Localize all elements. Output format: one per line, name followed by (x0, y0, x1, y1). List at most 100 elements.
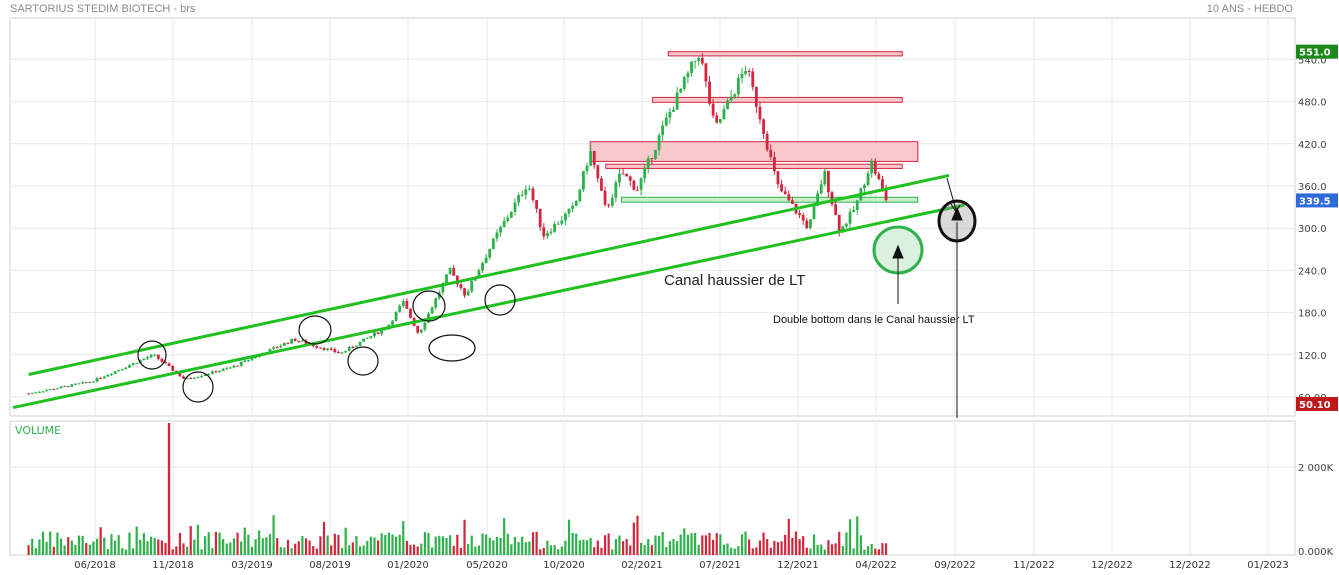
candle-body (394, 311, 398, 321)
candle-body (819, 184, 823, 194)
volume-bar (567, 519, 571, 555)
volume-bar (59, 538, 63, 555)
touch-point-circle (347, 346, 379, 376)
volume-bar (412, 544, 416, 555)
candle-body (286, 342, 290, 344)
x-axis-tick: 05/2020 (466, 560, 508, 571)
candle-body (149, 354, 153, 358)
volume-bar (852, 548, 855, 555)
candle-body (650, 158, 654, 160)
volume-bar (124, 549, 127, 555)
volume-bar (362, 545, 365, 555)
candle-body (117, 370, 121, 372)
volume-bar (49, 531, 52, 555)
candle-body (41, 391, 45, 393)
candle-body (455, 275, 459, 285)
candle-body (88, 381, 92, 383)
candle-body (787, 194, 791, 201)
candle-body (243, 360, 247, 362)
volume-bar (762, 532, 765, 555)
volume-bar (679, 534, 682, 555)
volume-bar (726, 543, 729, 555)
candle-body (809, 219, 812, 229)
candle-body (481, 263, 484, 271)
candle-body (780, 184, 783, 192)
volume-bar (737, 546, 740, 555)
volume-bar (294, 543, 297, 555)
volume-bar (423, 532, 427, 555)
candle-body (574, 201, 578, 206)
volume-bar (373, 537, 376, 555)
candle-body (423, 322, 427, 330)
volume-bar (812, 534, 816, 555)
volume-bar (499, 537, 502, 555)
x-axis-tick: 08/2019 (309, 560, 351, 571)
resistance-zone (652, 96, 903, 103)
candle-body (282, 342, 286, 346)
volume-bar (250, 546, 254, 555)
candle-body (405, 301, 409, 309)
volume-bar (268, 534, 272, 555)
candle-body (430, 307, 434, 314)
volume-bar (823, 549, 826, 555)
candle-body (290, 338, 294, 344)
volume-bar (661, 532, 664, 555)
volume-bar (769, 547, 772, 555)
price-axis-tick: 360.0 (1298, 182, 1327, 193)
volume-bar (106, 549, 109, 555)
candle-body (401, 301, 405, 306)
x-axis-tick: 01/2023 (1247, 560, 1289, 571)
volume-bar (34, 548, 37, 555)
candle-body (643, 167, 647, 179)
volume-bar (445, 537, 448, 555)
candle-body (805, 220, 809, 229)
volume-bar (182, 543, 185, 555)
candle-body (704, 63, 708, 82)
low-price-tag-bg (1296, 396, 1338, 411)
volume-bar (157, 539, 160, 555)
candle-body (484, 257, 488, 264)
volume-bar (650, 545, 653, 555)
support-zone (620, 196, 919, 203)
volume-bar (92, 541, 95, 555)
volume-bar (99, 527, 102, 555)
volume-bar (304, 538, 308, 555)
volume-bar (196, 524, 200, 555)
candle-body (520, 194, 524, 196)
volume-bar (694, 532, 697, 555)
volume-bar (657, 535, 661, 555)
volume-bar (639, 542, 643, 555)
candle-body (214, 371, 218, 373)
candle-body (376, 332, 380, 334)
candle-body (600, 178, 603, 191)
x-axis-tick: 12/2021 (777, 560, 819, 571)
candle-body (509, 211, 513, 218)
volume-bar (330, 545, 333, 555)
candle-body (56, 388, 59, 390)
volume-bar (27, 545, 30, 555)
volume-bar (654, 535, 657, 555)
touch-point-circle (137, 340, 167, 370)
volume-bar (506, 533, 509, 555)
volume-bar (697, 544, 700, 555)
candle-body (355, 345, 358, 348)
candle-body (437, 292, 441, 299)
candle-body (564, 213, 567, 221)
candle-body (445, 274, 448, 284)
candle-body (567, 208, 571, 214)
volume-spike-bar (167, 423, 171, 555)
volume-bar (204, 536, 207, 555)
candle-body (113, 371, 117, 374)
volume-bar (722, 544, 726, 555)
touch-point-circle (484, 284, 516, 316)
volume-bar (564, 540, 567, 555)
volume-bar (863, 549, 866, 555)
high-price-tag-bg (1296, 44, 1338, 59)
volume-bar (485, 534, 488, 555)
volume-bar (816, 544, 819, 555)
price-zones (589, 51, 919, 203)
volume-bar (603, 535, 607, 555)
price-axis-tick: 300.0 (1298, 224, 1327, 235)
candle-body (535, 200, 538, 209)
volume-bar (265, 537, 268, 555)
